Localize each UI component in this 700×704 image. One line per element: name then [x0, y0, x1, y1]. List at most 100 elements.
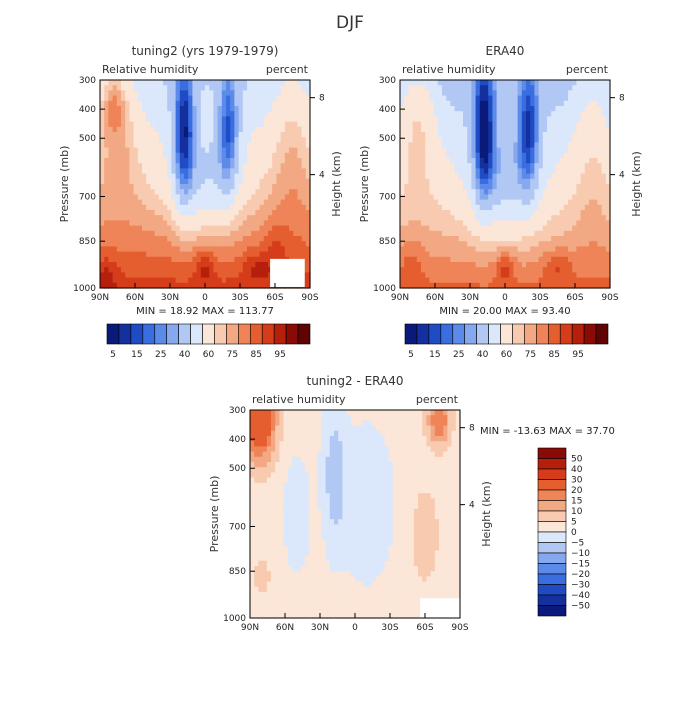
heatmap-cell: [593, 111, 598, 117]
heatmap-cell: [492, 194, 497, 200]
heatmap-cell: [125, 96, 130, 102]
heatmap-cell: [268, 116, 273, 122]
heatmap-cell: [142, 111, 147, 117]
heatmap-cell: [438, 80, 443, 86]
heatmap-cell: [342, 436, 347, 442]
heatmap-cell: [602, 179, 607, 185]
heatmap-cell: [393, 420, 398, 426]
heatmap-cell: [129, 168, 134, 174]
heatmap-cell: [302, 189, 307, 195]
heatmap-cell: [505, 184, 510, 190]
heatmap-cell: [581, 168, 586, 174]
heatmap-cell: [376, 462, 381, 468]
heatmap-cell: [293, 80, 298, 86]
heatmap-cell: [492, 158, 497, 164]
heatmap-cell: [121, 163, 126, 169]
heatmap-cell: [446, 246, 451, 252]
heatmap-cell: [393, 467, 398, 473]
heatmap-cell: [292, 415, 297, 421]
heatmap-cell: [285, 194, 290, 200]
heatmap-cell: [239, 220, 244, 226]
heatmap-cell: [209, 90, 214, 96]
heatmap-cell: [150, 179, 155, 185]
heatmap-cell: [568, 111, 573, 117]
heatmap-cell: [488, 111, 493, 117]
heatmap-cell: [380, 493, 385, 499]
heatmap-cell: [539, 194, 544, 200]
heatmap-cell: [222, 278, 227, 284]
heatmap-cell: [263, 452, 268, 458]
heatmap-cell: [417, 210, 422, 216]
heatmap-cell: [263, 426, 268, 432]
heatmap-cell: [439, 415, 444, 421]
heatmap-cell: [408, 205, 413, 211]
heatmap-cell: [268, 137, 273, 143]
heatmap-cell: [509, 80, 514, 86]
heatmap-cell: [471, 231, 476, 237]
heatmap-cell: [163, 236, 168, 242]
heatmap-cell: [142, 168, 147, 174]
heatmap-cell: [163, 267, 168, 273]
heatmap-cell: [205, 257, 210, 263]
heatmap-cell: [171, 194, 176, 200]
heatmap-cell: [405, 483, 410, 489]
heatmap-cell: [243, 184, 248, 190]
heatmap-cell: [222, 252, 227, 258]
heatmap-cell: [176, 127, 181, 133]
heatmap-cell: [276, 101, 281, 107]
heatmap-cell: [422, 426, 427, 432]
heatmap-cell: [138, 158, 143, 164]
heatmap-cell: [205, 122, 210, 128]
heatmap-cell: [497, 257, 502, 263]
heatmap-cell: [201, 111, 206, 117]
heatmap-cell: [560, 215, 565, 221]
heatmap-cell: [268, 215, 273, 221]
heatmap-cell: [492, 148, 497, 154]
heatmap-cell: [155, 278, 160, 284]
heatmap-cell: [459, 194, 464, 200]
heatmap-cell: [243, 220, 248, 226]
heatmap-cell: [251, 153, 256, 159]
heatmap-cell: [597, 262, 602, 268]
heatmap-cell: [505, 96, 510, 102]
heatmap-cell: [459, 267, 464, 273]
heatmap-cell: [113, 205, 118, 211]
heatmap-cell: [380, 420, 385, 426]
heatmap-cell: [234, 200, 239, 206]
heatmap-cell: [247, 220, 252, 226]
heatmap-cell: [442, 220, 447, 226]
heatmap-cell: [271, 410, 276, 416]
heatmap-cell: [218, 179, 223, 185]
heatmap-cell: [492, 241, 497, 247]
heatmap-cell: [321, 457, 326, 463]
panel-left-label: relative humidity: [252, 393, 346, 406]
heatmap-cell: [289, 179, 294, 185]
heatmap-cell: [443, 472, 448, 478]
heatmap-cell: [467, 189, 472, 195]
heatmap-cell: [480, 101, 485, 107]
heatmap-cell: [213, 215, 218, 221]
heatmap-cell: [260, 205, 265, 211]
heatmap-cell: [260, 184, 265, 190]
heatmap-cell: [488, 116, 493, 122]
heatmap-cell: [439, 441, 444, 447]
heatmap-cell: [254, 462, 259, 468]
heatmap-cell: [597, 200, 602, 206]
heatmap-cell: [247, 257, 252, 263]
heatmap-cell: [488, 236, 493, 242]
heatmap-cell: [281, 241, 286, 247]
heatmap-cell: [264, 122, 269, 128]
heatmap-cell: [589, 246, 594, 252]
heatmap-cell: [526, 80, 531, 86]
heatmap-cell: [484, 101, 489, 107]
heatmap-cell: [555, 163, 560, 169]
heatmap-cell: [555, 236, 560, 242]
heatmap-cell: [271, 420, 276, 426]
heatmap-cell: [405, 420, 410, 426]
heatmap-cell: [142, 85, 147, 91]
heatmap-cell: [568, 231, 573, 237]
heatmap-cell: [213, 158, 218, 164]
heatmap-cell: [234, 101, 239, 107]
heatmap-cell: [429, 257, 434, 263]
heatmap-cell: [480, 210, 485, 216]
